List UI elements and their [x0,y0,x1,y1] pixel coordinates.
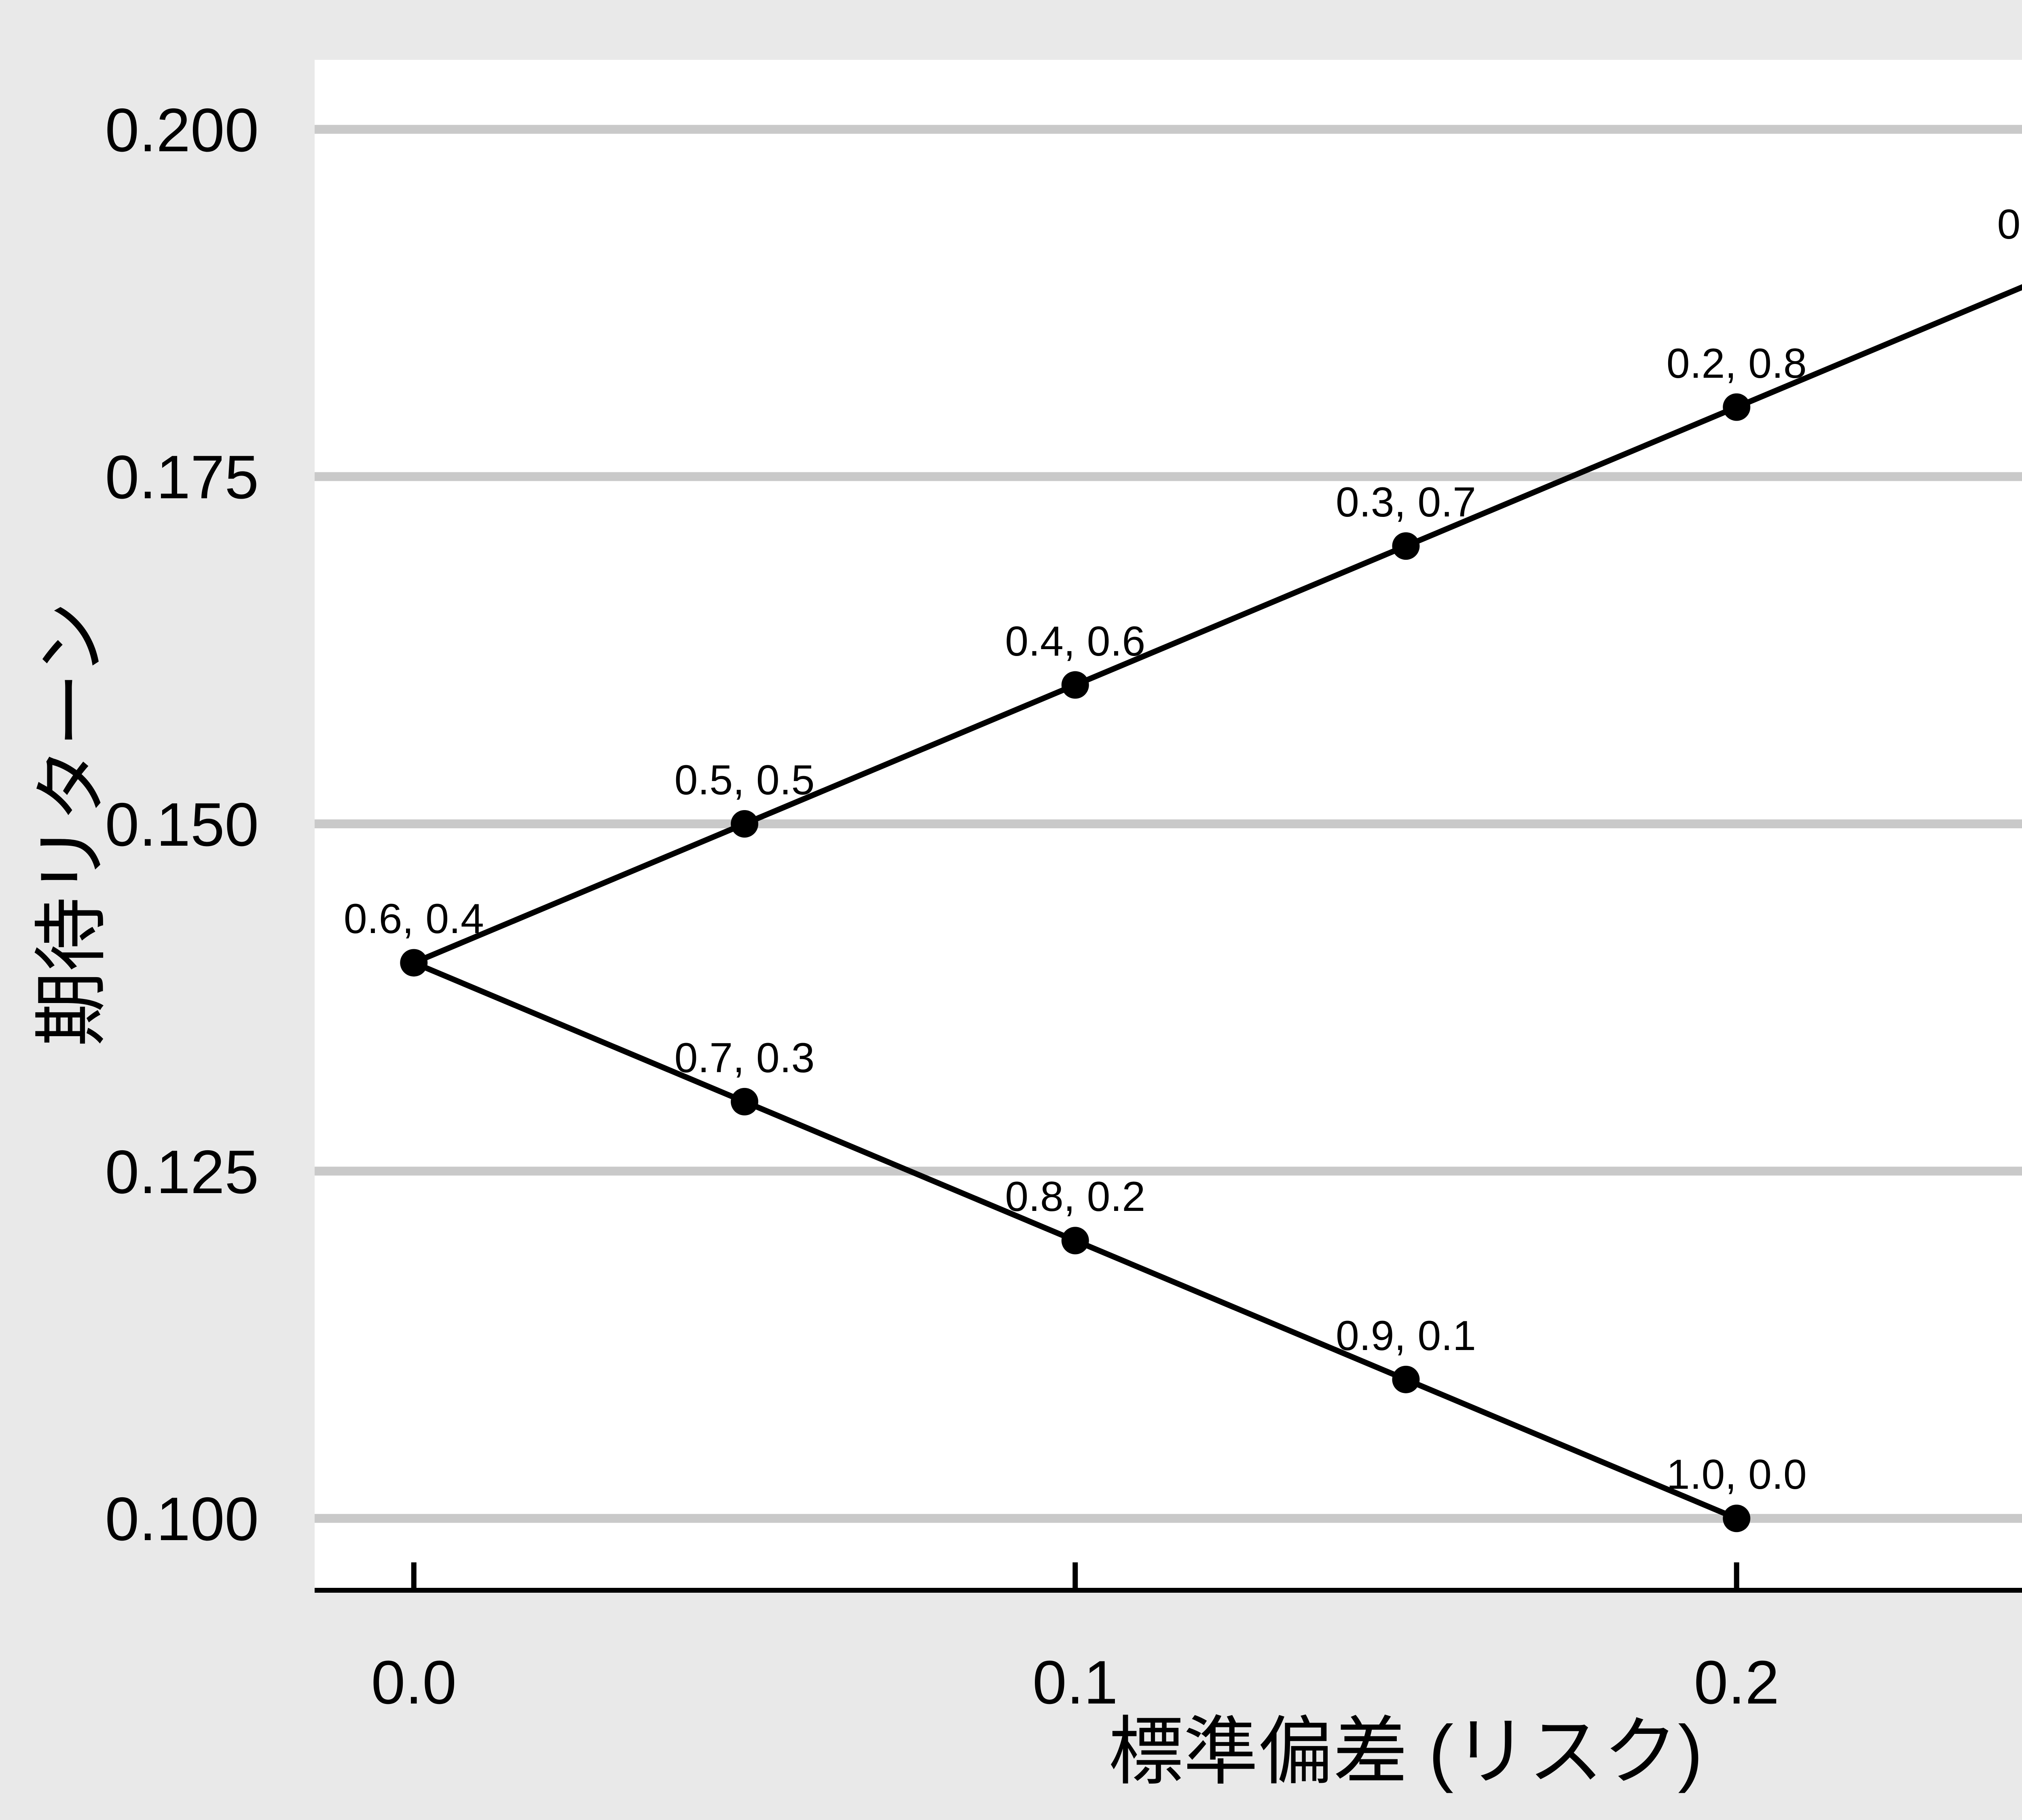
y-tick-label: 0.125 [105,1137,259,1206]
point-label: 0.5, 0.5 [674,757,815,804]
data-point-marker [1723,1505,1751,1532]
point-label: 0.3, 0.7 [1336,479,1476,526]
y-tick-label: 0.175 [105,443,259,512]
point-label: 0.2, 0.8 [1666,340,1807,387]
x-tick-label: 0.2 [1694,1648,1779,1717]
point-label: 0.6, 0.4 [343,895,484,943]
y-tick-label: 0.150 [105,790,259,859]
x-tick-label: 0.0 [371,1648,457,1717]
data-point-marker [1723,393,1751,421]
data-point-marker [1392,1365,1420,1393]
data-point-marker [1061,1227,1089,1255]
data-point-marker [731,1088,759,1115]
point-label: 0.7, 0.3 [674,1034,815,1081]
point-label: 0.9, 0.1 [1336,1312,1476,1359]
y-axis-title: 期待リターン [30,601,114,1047]
data-point-marker [1061,671,1089,699]
data-point-marker [400,949,428,977]
x-axis-title: 標準偏差 (リスク) [1108,1710,1703,1794]
point-label: 0.8, 0.2 [1005,1173,1146,1221]
y-tick-label: 0.100 [105,1485,259,1554]
y-tick-label: 0.200 [105,95,259,165]
point-label: 1.0, 0.0 [1666,1451,1807,1498]
point-label: 0.1, 0.9 [1997,201,2022,248]
data-point-marker [731,810,759,838]
data-point-marker [1392,532,1420,560]
x-tick-label: 0.1 [1032,1648,1118,1717]
point-label: 0.4, 0.6 [1005,618,1146,665]
